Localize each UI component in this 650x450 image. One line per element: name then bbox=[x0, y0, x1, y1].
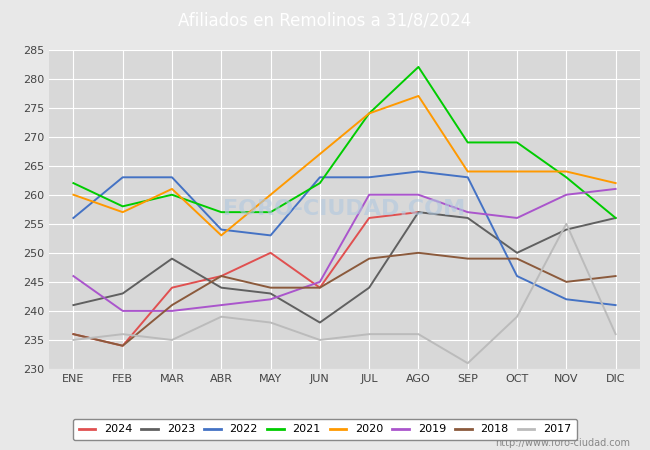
Text: Afiliados en Remolinos a 31/8/2024: Afiliados en Remolinos a 31/8/2024 bbox=[178, 11, 472, 29]
Text: FORO-CIUDAD.COM: FORO-CIUDAD.COM bbox=[224, 199, 465, 219]
Text: http://www.foro-ciudad.com: http://www.foro-ciudad.com bbox=[495, 438, 630, 448]
Legend: 2024, 2023, 2022, 2021, 2020, 2019, 2018, 2017: 2024, 2023, 2022, 2021, 2020, 2019, 2018… bbox=[73, 419, 577, 440]
